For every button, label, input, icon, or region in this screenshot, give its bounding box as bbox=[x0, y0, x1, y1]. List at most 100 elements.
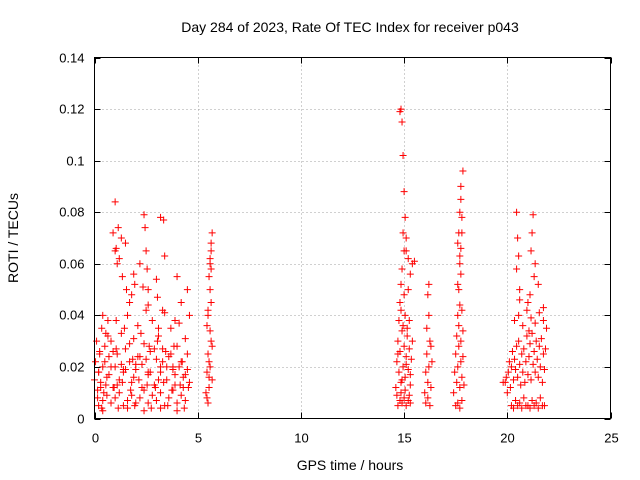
y-tick-label: 0.08 bbox=[59, 205, 84, 220]
data-point bbox=[104, 317, 112, 325]
data-point bbox=[183, 366, 191, 374]
data-point bbox=[400, 394, 408, 402]
data-point bbox=[526, 291, 534, 299]
data-point bbox=[451, 368, 459, 376]
data-point bbox=[152, 396, 160, 404]
data-point bbox=[527, 376, 535, 384]
data-point bbox=[393, 358, 401, 366]
data-point bbox=[142, 306, 150, 314]
data-point bbox=[154, 376, 162, 384]
data-point bbox=[181, 335, 189, 343]
data-point bbox=[403, 324, 411, 332]
data-point bbox=[397, 280, 405, 288]
data-point bbox=[207, 337, 215, 345]
x-tick-label: 0 bbox=[92, 431, 99, 446]
data-point bbox=[181, 371, 189, 379]
data-point bbox=[180, 404, 188, 412]
data-point bbox=[454, 399, 462, 407]
data-point bbox=[533, 355, 541, 363]
data-point bbox=[456, 404, 464, 412]
plot-frame bbox=[94, 57, 611, 419]
data-point bbox=[398, 399, 406, 407]
data-point bbox=[394, 402, 402, 410]
data-point bbox=[152, 275, 160, 283]
data-point bbox=[399, 151, 407, 159]
data-point bbox=[455, 322, 463, 330]
data-point bbox=[424, 378, 432, 386]
data-point bbox=[205, 373, 213, 381]
data-point bbox=[514, 373, 522, 381]
data-point bbox=[126, 340, 134, 348]
data-point bbox=[207, 298, 215, 306]
data-point bbox=[402, 360, 410, 368]
data-point bbox=[402, 247, 410, 255]
data-point bbox=[514, 234, 522, 242]
data-point bbox=[457, 358, 465, 366]
data-point bbox=[124, 404, 132, 412]
data-point bbox=[157, 389, 165, 397]
data-point bbox=[134, 322, 142, 330]
data-point bbox=[153, 337, 161, 345]
data-point bbox=[395, 317, 403, 325]
data-point bbox=[185, 311, 193, 319]
data-point bbox=[177, 298, 185, 306]
data-point bbox=[403, 332, 411, 340]
data-point bbox=[130, 270, 138, 278]
data-point bbox=[204, 306, 212, 314]
data-point bbox=[160, 216, 168, 224]
data-point bbox=[128, 391, 136, 399]
data-point bbox=[534, 280, 542, 288]
data-point bbox=[407, 355, 415, 363]
data-point bbox=[150, 345, 158, 353]
data-point bbox=[112, 345, 120, 353]
data-point bbox=[514, 402, 522, 410]
data-point bbox=[114, 224, 122, 232]
data-point bbox=[399, 229, 407, 237]
data-point bbox=[513, 342, 521, 350]
data-point bbox=[535, 342, 543, 350]
data-point bbox=[112, 317, 120, 325]
data-point bbox=[522, 358, 530, 366]
data-point bbox=[394, 337, 402, 345]
data-point bbox=[94, 386, 102, 394]
data-point bbox=[143, 381, 151, 389]
data-point bbox=[520, 394, 528, 402]
data-point bbox=[203, 322, 211, 330]
data-point bbox=[184, 384, 192, 392]
data-point bbox=[121, 239, 129, 247]
data-point bbox=[458, 373, 466, 381]
x-tick-labels: 0 5 10 15 20 25 bbox=[92, 431, 619, 446]
data-point bbox=[456, 208, 464, 216]
data-point bbox=[402, 234, 410, 242]
data-point bbox=[457, 195, 465, 203]
data-point bbox=[176, 381, 184, 389]
data-point bbox=[543, 324, 551, 332]
data-point bbox=[147, 404, 155, 412]
data-point bbox=[525, 327, 533, 335]
data-point bbox=[405, 345, 413, 353]
data-point bbox=[107, 363, 115, 371]
data-point bbox=[107, 337, 115, 345]
data-point bbox=[120, 324, 128, 332]
data-point bbox=[456, 260, 464, 268]
data-point bbox=[425, 363, 433, 371]
y-tick-label: 0.1 bbox=[66, 154, 84, 169]
data-point bbox=[107, 399, 115, 407]
x-tick-label: 15 bbox=[397, 431, 411, 446]
data-point bbox=[140, 407, 148, 415]
data-point bbox=[509, 404, 517, 412]
data-point bbox=[392, 384, 400, 392]
data-point bbox=[425, 280, 433, 288]
data-point bbox=[521, 378, 529, 386]
data-point bbox=[167, 324, 175, 332]
data-point bbox=[206, 286, 214, 294]
data-point bbox=[506, 384, 514, 392]
data-point bbox=[124, 396, 132, 404]
data-point bbox=[124, 311, 132, 319]
data-point bbox=[400, 291, 408, 299]
data-point bbox=[152, 355, 160, 363]
data-point bbox=[457, 244, 465, 252]
data-point bbox=[534, 373, 542, 381]
data-point bbox=[208, 342, 216, 350]
data-point bbox=[181, 396, 189, 404]
